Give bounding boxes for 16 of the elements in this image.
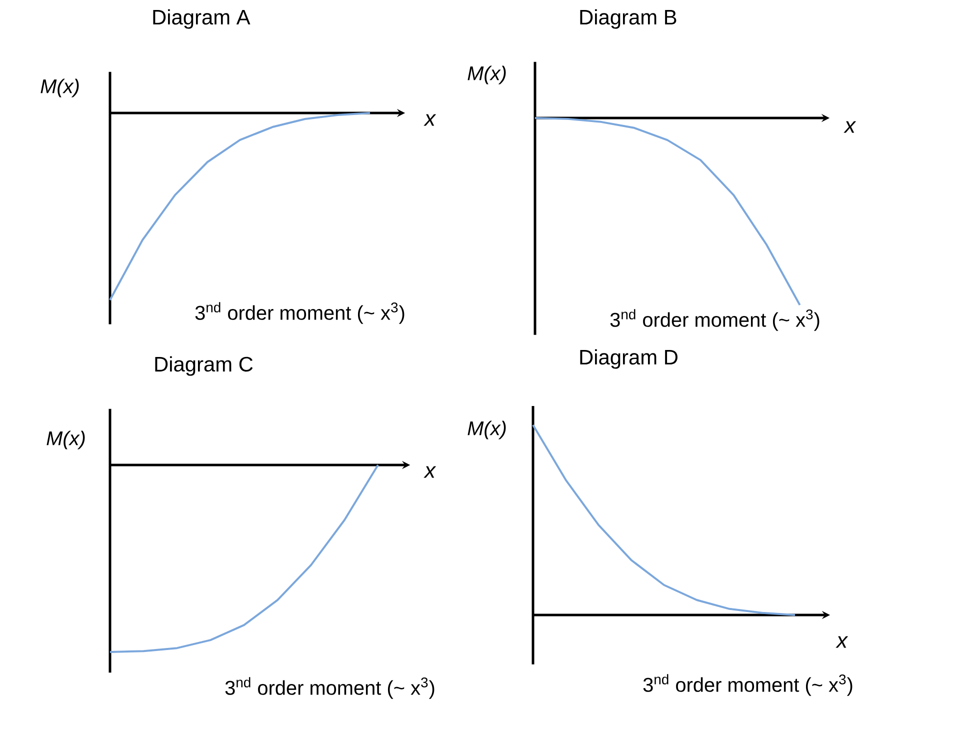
chart-title: Diagram B	[580, 9, 676, 29]
x-axis-title: x	[424, 114, 436, 126]
chart-title: Diagram C	[155, 356, 253, 376]
text: 3$^{nd}$ order moment (~ x$^{3}$)	[225, 677, 434, 699]
y-axis-title: M(x)	[468, 420, 506, 440]
x-axis-title: x	[844, 121, 856, 133]
y-axis-title: M(x)	[468, 66, 506, 84]
x-axis-title: x	[424, 466, 436, 478]
text: 3$^{nd}$ order moment (~ x$^{3}$)	[610, 309, 820, 331]
text: 3$^{nd}$ order moment (~ x$^{3}$)	[643, 674, 852, 696]
y-axis-title: M(x)	[40, 78, 79, 98]
chart-title: Diagram A	[153, 9, 250, 29]
text: 3$^{nd}$ order moment (~ x$^{3}$)	[195, 302, 404, 324]
y-axis-title: M(x)	[46, 430, 85, 450]
x-axis-title: x	[836, 636, 848, 648]
chart-title: Diagram D	[580, 349, 678, 369]
